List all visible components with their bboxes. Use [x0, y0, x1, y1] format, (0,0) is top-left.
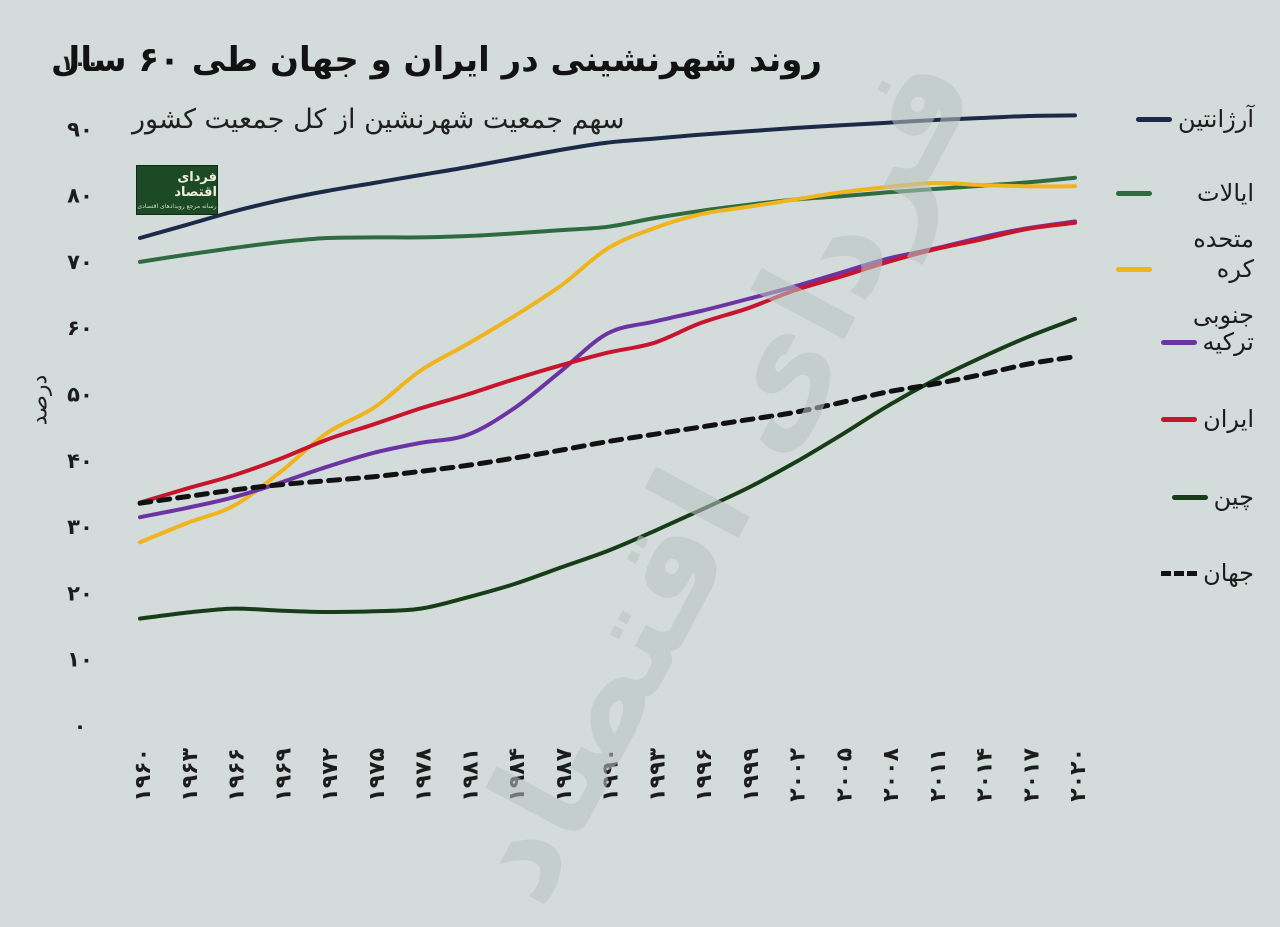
x-tick-label: ۲۰۱۷	[1019, 747, 1044, 801]
x-tick-label: ۲۰۱۴	[973, 748, 998, 802]
series-line-china	[138, 316, 1077, 621]
x-tick-label: ۱۹۸۷	[552, 747, 577, 801]
legend-label: جهان	[1203, 559, 1254, 587]
x-axis-ticks: ۱۹۶۰ ۱۹۶۳ ۱۹۶۶ ۱۹۶۹ ۱۹۷۲ ۱۹۷۵ ۱۹۷۸ ۱۹۸۱ ۱۹۸۴ ۱۹۸۷…	[131, 747, 1091, 801]
chart-title: روند شهرنشینی در ایران و جهان طی ۶۰ سال	[50, 40, 822, 80]
y-tick-label: ۲۰	[67, 581, 93, 605]
legend-swatch-argentina	[1136, 117, 1173, 122]
x-tick-label: ۱۹۹۳	[645, 747, 670, 801]
legend-swatch-turkey	[1160, 340, 1197, 345]
x-tick-label: ۱۹۸۱	[458, 748, 483, 802]
y-tick-label: ۴۰	[67, 449, 93, 473]
legend-label: ایران	[1203, 405, 1254, 433]
x-tick-label: ۲۰۱۱	[926, 748, 951, 802]
x-tick-label: ۲۰۲۰	[1066, 748, 1091, 802]
legend-label: کره جنوبی	[1192, 255, 1254, 329]
x-tick-label: ۱۹۶۹	[271, 748, 296, 802]
logo-tagline: رسانه مرجع رویدادهای اقتصادی	[137, 203, 217, 210]
series-line-iran	[138, 220, 1077, 505]
x-tick-label: ۱۹۹۶	[692, 748, 717, 802]
legend-label: آرژانتین	[1178, 105, 1254, 133]
x-tick-label: ۱۹۶۳	[178, 747, 203, 801]
y-tick-label: ۵۰	[67, 383, 93, 407]
legend-item-united-states: ایالات متحده	[1104, 170, 1254, 262]
y-tick-label: ۱۰	[67, 648, 93, 672]
x-tick-label: ۱۹۷۵	[365, 748, 390, 802]
x-tick-label: ۱۹۹۰	[599, 748, 624, 802]
x-tick-label: ۱۹۶۰	[131, 748, 156, 802]
y-tick-label: ۳۰	[67, 515, 93, 539]
x-tick-label: ۱۹۸۴	[505, 748, 530, 802]
legend-item-china: چین	[1104, 474, 1254, 520]
legend-swatch-china	[1171, 495, 1208, 500]
y-tick-label: ۰	[74, 714, 87, 738]
brand-logo: فردای اقتصاد رسانه مرجع رویدادهای اقتصاد…	[136, 165, 218, 215]
x-tick-label: ۱۹۹۹	[739, 748, 764, 802]
x-tick-label: ۱۹۷۲	[318, 747, 343, 801]
series-lines	[137, 113, 1078, 621]
y-tick-label: ۸۰	[67, 184, 93, 208]
series-line-world	[137, 354, 1078, 506]
x-tick-label: ۲۰۰۲	[786, 747, 811, 801]
legend-label: ترکیه	[1202, 328, 1254, 356]
y-axis-label: درصد	[27, 374, 53, 426]
legend-swatch-world	[1161, 571, 1198, 576]
legend-item-turkey: ترکیه	[1104, 319, 1254, 365]
legend-item-iran: ایران	[1104, 396, 1254, 442]
x-tick-label: ۲۰۰۸	[879, 747, 904, 801]
x-tick-label: ۱۹۷۸	[412, 747, 437, 801]
x-tick-label: ۲۰۰۵	[832, 748, 857, 802]
x-tick-label: ۱۹۶۶	[225, 748, 250, 802]
legend-item-argentina: آرژانتین	[1104, 96, 1254, 142]
legend-label: چین	[1213, 483, 1254, 511]
logo-title: فردای اقتصاد	[174, 170, 217, 200]
y-tick-label: ۹۰	[67, 117, 93, 141]
legend-swatch-united-states	[1116, 191, 1152, 196]
legend-item-south-korea: کره جنوبی	[1104, 246, 1254, 338]
legend-swatch-south-korea	[1116, 267, 1152, 272]
legend-item-world: جهان	[1104, 550, 1254, 596]
y-axis-ticks: ۰ ۱۰ ۲۰ ۳۰ ۴۰ ۵۰ ۶۰ ۷۰ ۸۰ ۹۰ ۱۰۰	[61, 51, 99, 738]
y-tick-label: ۷۰	[67, 250, 93, 274]
series-line-south-korea	[138, 180, 1077, 545]
y-tick-label: ۶۰	[67, 316, 93, 340]
legend-swatch-iran	[1161, 417, 1198, 422]
series-line-united-states	[138, 175, 1077, 264]
y-tick-label: ۱۰۰	[61, 51, 99, 75]
legend-label: ایالات متحده	[1193, 179, 1254, 253]
chart-subtitle: سهم جمعیت شهرنشین از کل جمعیت کشور	[132, 104, 625, 135]
series-line-argentina	[138, 113, 1077, 240]
